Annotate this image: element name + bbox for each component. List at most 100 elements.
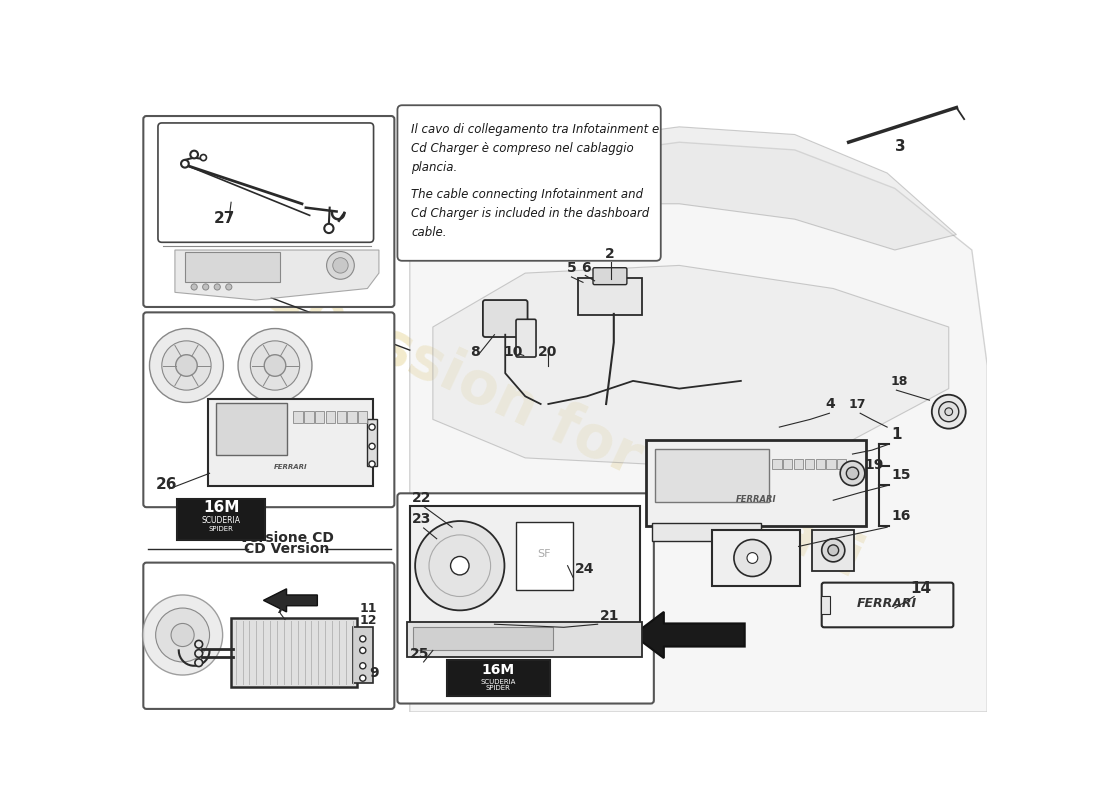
Circle shape [195,659,202,666]
FancyBboxPatch shape [713,530,800,586]
FancyBboxPatch shape [794,458,803,470]
Text: 11: 11 [360,602,377,615]
FancyBboxPatch shape [158,123,374,242]
Text: 5: 5 [566,261,576,274]
Text: 15: 15 [891,469,911,482]
Circle shape [451,557,469,575]
Polygon shape [264,589,318,612]
Text: 2: 2 [605,246,615,261]
FancyBboxPatch shape [337,411,345,423]
Text: SPIDER: SPIDER [486,686,510,691]
Circle shape [251,341,299,390]
FancyBboxPatch shape [651,522,761,541]
Text: Versione CD: Versione CD [239,531,334,545]
Text: 6: 6 [581,261,591,274]
FancyBboxPatch shape [217,403,287,455]
FancyBboxPatch shape [805,458,814,470]
Text: The cable connecting Infotainment and
Cd Charger is included in the dashboard
ca: The cable connecting Infotainment and Cd… [411,188,649,239]
Circle shape [170,623,195,646]
FancyBboxPatch shape [315,411,324,423]
FancyBboxPatch shape [397,106,661,261]
FancyBboxPatch shape [353,627,373,682]
Circle shape [202,284,209,290]
Polygon shape [634,612,745,658]
FancyBboxPatch shape [366,418,377,466]
FancyBboxPatch shape [822,582,954,627]
Text: 19: 19 [865,458,883,473]
Text: 1: 1 [891,426,902,442]
Circle shape [264,354,286,376]
Text: SCUDERIA: SCUDERIA [201,515,241,525]
Polygon shape [409,142,988,712]
Circle shape [932,394,966,429]
Text: 23: 23 [412,512,431,526]
FancyBboxPatch shape [483,300,528,337]
Circle shape [143,595,222,675]
FancyBboxPatch shape [837,458,846,470]
FancyBboxPatch shape [412,626,553,650]
Circle shape [828,545,838,556]
Text: SCUDERIA: SCUDERIA [481,678,516,685]
Circle shape [368,424,375,430]
Circle shape [226,284,232,290]
Text: 21: 21 [600,609,619,622]
Polygon shape [464,126,957,250]
FancyBboxPatch shape [185,252,280,282]
Text: 3: 3 [895,139,905,154]
Text: 16M: 16M [202,500,240,515]
FancyBboxPatch shape [208,398,373,486]
FancyBboxPatch shape [143,562,395,709]
FancyBboxPatch shape [783,458,792,470]
Text: 4: 4 [825,397,835,411]
Text: 12: 12 [360,614,377,627]
Circle shape [415,521,505,610]
FancyBboxPatch shape [815,458,825,470]
Circle shape [747,553,758,563]
FancyBboxPatch shape [516,319,536,357]
FancyBboxPatch shape [407,622,642,658]
Circle shape [846,467,859,479]
Text: 18: 18 [891,374,909,388]
Text: 16: 16 [891,510,911,523]
Circle shape [162,341,211,390]
Circle shape [327,251,354,279]
FancyBboxPatch shape [646,440,867,526]
FancyBboxPatch shape [326,411,336,423]
Circle shape [176,354,197,376]
Text: SF: SF [538,549,551,559]
Circle shape [195,640,202,648]
Text: 25: 25 [409,647,429,661]
FancyBboxPatch shape [821,596,830,614]
FancyBboxPatch shape [143,312,395,507]
Text: 7: 7 [275,602,285,617]
FancyBboxPatch shape [294,411,302,423]
Text: 20: 20 [538,346,558,359]
FancyBboxPatch shape [593,268,627,285]
Text: 27: 27 [213,211,234,226]
FancyBboxPatch shape [143,116,395,307]
Polygon shape [175,250,378,300]
Circle shape [360,647,366,654]
Circle shape [182,160,189,168]
FancyBboxPatch shape [397,494,653,703]
Text: 16M: 16M [482,662,515,677]
Circle shape [150,329,223,402]
FancyBboxPatch shape [578,278,642,315]
Circle shape [195,650,202,658]
Circle shape [840,461,865,486]
Circle shape [368,443,375,450]
FancyBboxPatch shape [177,498,265,540]
Text: 26: 26 [156,477,177,492]
Text: 3passion for Ferrari: 3passion for Ferrari [256,264,871,590]
Circle shape [324,224,333,233]
Text: 22: 22 [412,490,431,505]
Text: SPIDER: SPIDER [209,526,233,532]
Text: FERRARI: FERRARI [736,494,777,504]
FancyBboxPatch shape [813,530,854,571]
FancyBboxPatch shape [447,661,550,696]
Polygon shape [433,266,948,466]
Text: Il cavo di collegamento tra Infotainment e
Cd Charger è compreso nel cablaggio
p: Il cavo di collegamento tra Infotainment… [411,123,660,174]
FancyBboxPatch shape [654,449,769,502]
FancyBboxPatch shape [772,458,782,470]
Circle shape [238,329,312,402]
